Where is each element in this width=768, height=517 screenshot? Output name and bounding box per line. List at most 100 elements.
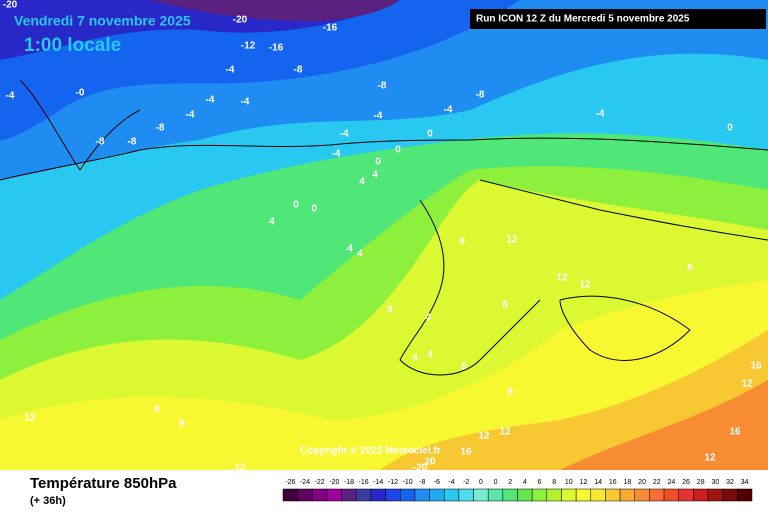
legend-swatch <box>649 488 665 502</box>
isotherm-label: 8 <box>459 237 465 248</box>
isotherm-label: -8 <box>128 137 137 148</box>
legend-tick: -6 <box>434 479 440 486</box>
isotherm-label: 12 <box>24 413 36 424</box>
legend-tick: -16 <box>359 479 369 486</box>
isotherm-label: -4 <box>6 91 15 102</box>
isotherm-label: 12 <box>579 280 591 291</box>
isotherm-label: -8 <box>476 90 485 101</box>
isotherm-label: 20 <box>424 457 436 468</box>
isotherm-label: -4 <box>206 95 215 106</box>
isotherm-label: 12 <box>499 427 511 438</box>
legend-tick: -4 <box>448 479 454 486</box>
polar-core <box>150 0 400 22</box>
legend-tick: 34 <box>741 479 749 486</box>
legend-swatch <box>678 488 694 502</box>
legend-tick: -22 <box>315 479 325 486</box>
legend-swatch <box>473 488 489 502</box>
isotherm-label: 12 <box>704 453 716 464</box>
isotherm-label: -4 <box>340 129 349 140</box>
run-box <box>470 9 766 29</box>
isotherm-label: 8 <box>687 263 693 274</box>
isotherm-label: 4 <box>427 350 433 361</box>
legend-tick: 30 <box>711 479 719 486</box>
legend-swatch <box>370 488 386 502</box>
isotherm-label: 0 <box>727 123 733 134</box>
isotherm-label: -20 <box>413 463 428 474</box>
isotherm-label: 12 <box>478 431 490 442</box>
legend-tick: 32 <box>726 479 734 486</box>
isotherm-label: 4 <box>412 353 418 364</box>
isotherm-label: 4 <box>372 170 378 181</box>
legend-swatch <box>693 488 709 502</box>
legend-swatch <box>385 488 401 502</box>
legend-swatch <box>605 488 621 502</box>
legend-tick: 18 <box>624 479 632 486</box>
legend-tick: -2 <box>463 479 469 486</box>
legend-swatch <box>634 488 650 502</box>
legend-tick: 28 <box>697 479 705 486</box>
isotherm-label: 0 <box>311 204 317 215</box>
run-info: Run ICON 12 Z du Mercredi 5 novembre 202… <box>476 14 690 25</box>
legend-swatch <box>429 488 445 502</box>
legend-tick: 0 <box>494 479 498 486</box>
isotherm-label: 8 <box>461 362 467 373</box>
legend-tick: 14 <box>594 479 602 486</box>
legend-tick: -14 <box>373 479 383 486</box>
isotherm-label: 12 <box>506 235 518 246</box>
isotherm-label: 8 <box>502 300 508 311</box>
legend-tick: 12 <box>580 479 588 486</box>
isotherm-label: 4 <box>269 217 275 228</box>
colder-band <box>0 0 520 140</box>
legend-tick: -18 <box>344 479 354 486</box>
isotherm-label: -8 <box>378 81 387 92</box>
isotherm-label: -4 <box>332 149 341 160</box>
isotherm-label: 8 <box>179 419 185 430</box>
isotherm-label: -8 <box>294 65 303 76</box>
isotherm-label: 8 <box>387 305 393 316</box>
isotherm-label: -8 <box>156 123 165 134</box>
legend-swatch <box>487 488 504 502</box>
legend-swatch <box>458 488 474 502</box>
legend-swatch <box>326 488 342 502</box>
legend-swatch <box>341 488 357 502</box>
isotherm-label: -8 <box>96 137 105 148</box>
isotherm-label: 16 <box>460 447 472 458</box>
isotherm-label: -4 <box>241 97 250 108</box>
legend-tick: -24 <box>300 479 310 486</box>
isotherm-label: 0 <box>427 129 433 140</box>
legend-tick: 16 <box>609 479 617 486</box>
legend-swatch <box>312 488 328 502</box>
isotherm-label: 4 <box>425 313 431 324</box>
legend-swatch <box>282 488 298 502</box>
legend-swatch <box>297 488 313 502</box>
legend-tick: 8 <box>552 479 556 486</box>
isotherm-label: -16 <box>269 43 284 54</box>
isotherm-label: 8 <box>507 387 513 398</box>
legend-swatch <box>561 488 577 502</box>
isotherm-label: 12 <box>556 273 568 284</box>
legend-tick: 2 <box>508 479 512 486</box>
isotherm-label: -4 <box>374 111 383 122</box>
legend-tick: 24 <box>667 479 675 486</box>
legend-swatch <box>356 488 372 502</box>
legend-swatch <box>722 488 738 502</box>
legend-swatch <box>546 488 562 502</box>
isotherm-label: 12 <box>234 463 246 474</box>
map <box>0 0 768 470</box>
coastlines <box>0 79 768 376</box>
isotherm-label: -20 <box>233 15 248 26</box>
legend-swatch <box>531 488 548 502</box>
isotherm-label: 16 <box>750 361 762 372</box>
legend-tick: 22 <box>653 479 661 486</box>
forecast-time: 1:00 locale <box>24 35 121 56</box>
footer-lead: (+ 36h) <box>30 495 66 507</box>
forecast-date: Vendredi 7 novembre 2025 <box>14 13 191 29</box>
legend-swatch <box>575 488 592 502</box>
legend-swatch <box>619 488 635 502</box>
isotherm-label: -4 <box>444 105 453 116</box>
isotherm-label: 12 <box>741 379 753 390</box>
isotherm-label: -20 <box>3 0 18 11</box>
isotherm-label: 16 <box>729 427 741 438</box>
copyright: Copyright © 2025 Meteociel.fr <box>300 446 441 457</box>
